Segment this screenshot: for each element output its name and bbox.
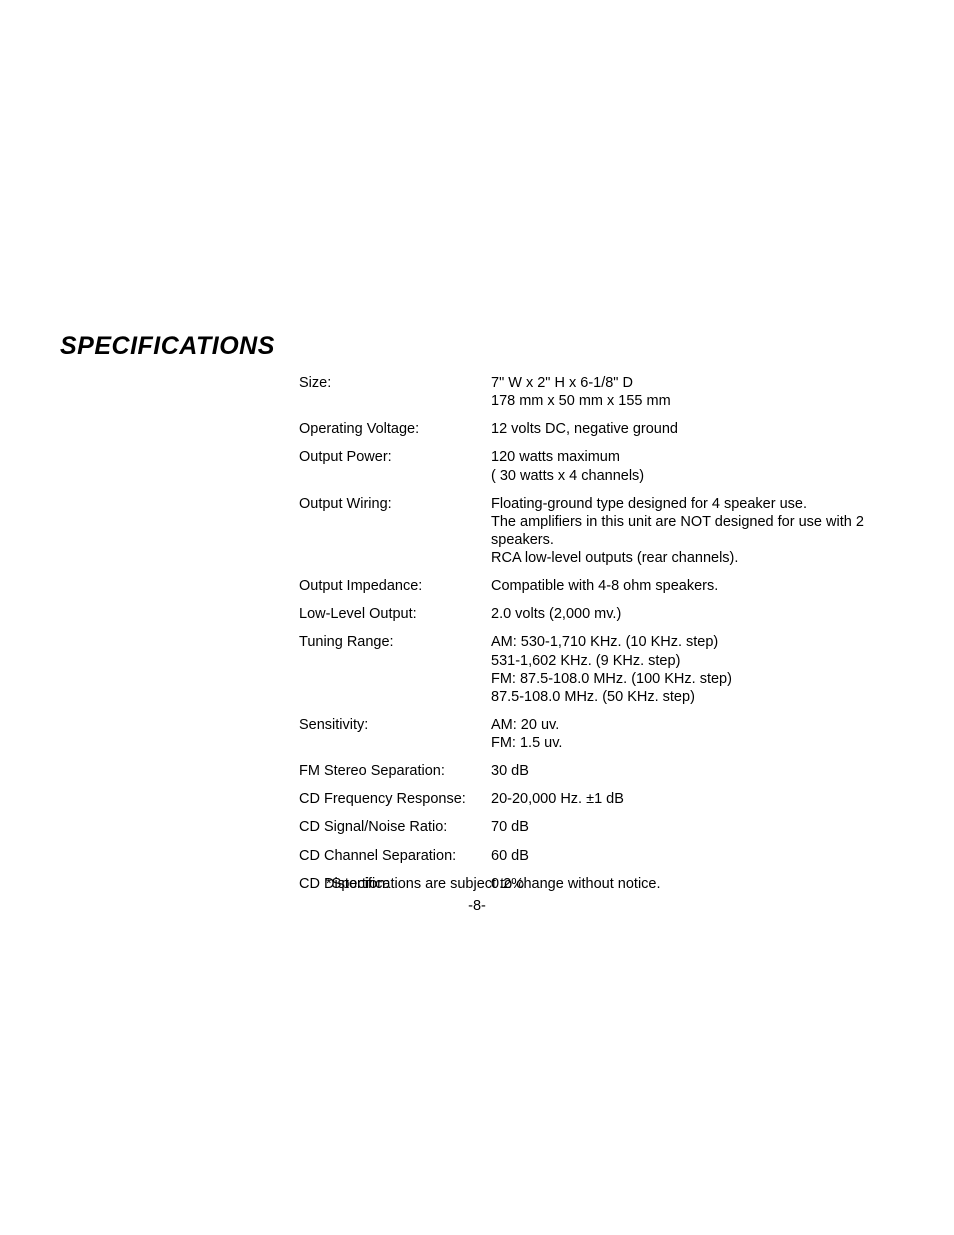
spec-value: 70 dB bbox=[491, 818, 899, 836]
spec-label: Sensitivity: bbox=[299, 716, 491, 752]
spec-value: Floating-ground type designed for 4 spea… bbox=[491, 495, 899, 568]
spec-value: 2.0 volts (2,000 mv.) bbox=[491, 605, 899, 623]
spec-row: Output Power: 120 watts maximum ( 30 wat… bbox=[299, 448, 899, 484]
spec-label: Operating Voltage: bbox=[299, 420, 491, 438]
spec-row: CD Frequency Response: 20-20,000 Hz. ±1 … bbox=[299, 790, 899, 808]
page-number: -8- bbox=[0, 898, 954, 914]
spec-row: Sensitivity: AM: 20 uv. FM: 1.5 uv. bbox=[299, 716, 899, 752]
spec-label: Output Impedance: bbox=[299, 577, 491, 595]
spec-label: Size: bbox=[299, 374, 491, 410]
spec-row: Output Wiring: Floating-ground type desi… bbox=[299, 495, 899, 568]
spec-row: CD Signal/Noise Ratio: 70 dB bbox=[299, 818, 899, 836]
spec-label: Output Power: bbox=[299, 448, 491, 484]
spec-label: Low-Level Output: bbox=[299, 605, 491, 623]
spec-label: Output Wiring: bbox=[299, 495, 491, 568]
spec-row: Tuning Range: AM: 530-1,710 KHz. (10 KHz… bbox=[299, 633, 899, 706]
spec-value: 12 volts DC, negative ground bbox=[491, 420, 899, 438]
spec-value: Compatible with 4-8 ohm speakers. bbox=[491, 577, 899, 595]
spec-row: Output Impedance: Compatible with 4-8 oh… bbox=[299, 577, 899, 595]
spec-value: AM: 530-1,710 KHz. (10 KHz. step) 531-1,… bbox=[491, 633, 899, 706]
spec-value: 7" W x 2" H x 6-1/8" D 178 mm x 50 mm x … bbox=[491, 374, 899, 410]
spec-value: 30 dB bbox=[491, 762, 899, 780]
spec-row: Operating Voltage: 12 volts DC, negative… bbox=[299, 420, 899, 438]
spec-label: CD Frequency Response: bbox=[299, 790, 491, 808]
spec-value: 60 dB bbox=[491, 847, 899, 865]
spec-label: CD Signal/Noise Ratio: bbox=[299, 818, 491, 836]
spec-row: Size: 7" W x 2" H x 6-1/8" D 178 mm x 50… bbox=[299, 374, 899, 410]
spec-row: CD Channel Separation: 60 dB bbox=[299, 847, 899, 865]
footnote: *Specifications are subject to change wi… bbox=[326, 876, 661, 892]
specifications-table: Size: 7" W x 2" H x 6-1/8" D 178 mm x 50… bbox=[299, 374, 899, 903]
spec-value: AM: 20 uv. FM: 1.5 uv. bbox=[491, 716, 899, 752]
spec-row: Low-Level Output: 2.0 volts (2,000 mv.) bbox=[299, 605, 899, 623]
spec-label: FM Stereo Separation: bbox=[299, 762, 491, 780]
spec-value: 120 watts maximum ( 30 watts x 4 channel… bbox=[491, 448, 899, 484]
spec-row: FM Stereo Separation: 30 dB bbox=[299, 762, 899, 780]
spec-label: Tuning Range: bbox=[299, 633, 491, 706]
page-title: SPECIFICATIONS bbox=[60, 332, 275, 361]
spec-label: CD Channel Separation: bbox=[299, 847, 491, 865]
spec-value: 20-20,000 Hz. ±1 dB bbox=[491, 790, 899, 808]
